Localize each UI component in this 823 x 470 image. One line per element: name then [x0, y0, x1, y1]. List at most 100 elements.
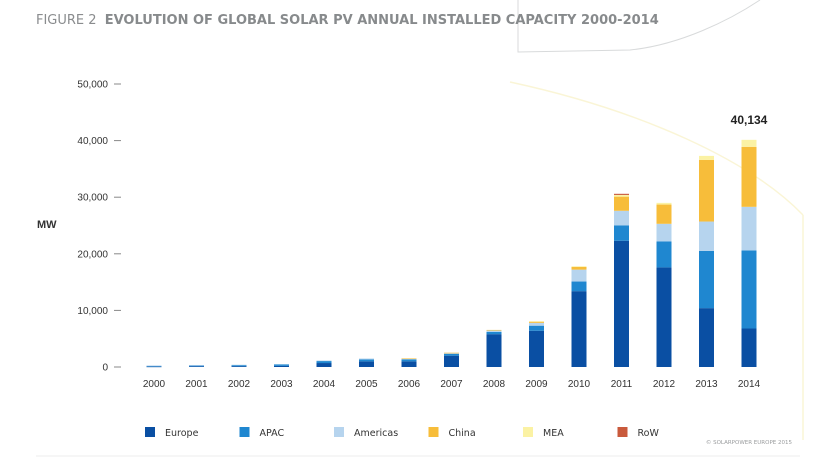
bar-segment-europe-2002 — [231, 366, 247, 367]
x-tick-label: 2005 — [355, 379, 378, 390]
bar-segment-mea-2011 — [614, 194, 629, 197]
x-tick-label: 2012 — [653, 379, 676, 390]
legend-label-mea: MEA — [543, 428, 564, 439]
y-axis-label: MW — [37, 219, 57, 231]
bar-segment-europe-2013 — [699, 308, 714, 367]
bar-segment-americas-2008 — [486, 330, 502, 332]
bar-segment-americas-2003 — [274, 364, 289, 365]
bar-segment-china-2010 — [571, 266, 587, 270]
bar-segment-europe-2001 — [189, 366, 204, 367]
y-tick-label: 10,000 — [77, 306, 108, 317]
legend-label-china: China — [449, 428, 476, 439]
bar-segment-americas-2005 — [359, 358, 374, 360]
figure-label: FIGURE 2 — [36, 13, 97, 28]
bar-segment-apac-2010 — [571, 281, 587, 292]
bar-segment-apac-2005 — [359, 359, 374, 362]
bar-segment-china-2009 — [529, 321, 544, 323]
bar-segment-europe-2003 — [274, 365, 289, 367]
bar-segment-americas-2007 — [444, 352, 459, 354]
x-tick-label: 2003 — [270, 379, 293, 390]
bar-segment-mea-2013 — [699, 155, 714, 160]
bar-segment-apac-2003 — [274, 364, 289, 366]
legend-label-apac: APAC — [260, 428, 285, 439]
copyright-text: © SOLARPOWER EUROPE 2015 — [706, 439, 793, 446]
bars — [146, 139, 757, 368]
x-tick-label: 2007 — [440, 379, 463, 390]
bar-segment-europe-2014 — [741, 328, 757, 367]
bar-segment-europe-2006 — [401, 361, 417, 367]
bar-segment-china-2011 — [614, 196, 629, 211]
bar-segment-americas-2012 — [656, 223, 672, 242]
bar-segment-apac-2004 — [316, 361, 332, 364]
bar-segment-apac-2009 — [529, 325, 544, 331]
bar-segment-europe-2008 — [486, 334, 502, 367]
y-tick-label: 20,000 — [77, 249, 108, 260]
x-tick-label: 2009 — [525, 379, 548, 390]
bar-segment-mea-2010 — [571, 266, 587, 267]
legend: Europe APAC Americas China MEA RoW — [145, 427, 659, 439]
bar-segment-americas-2001 — [189, 365, 204, 366]
bar-segment-china-2007 — [444, 352, 459, 354]
legend-swatch-americas — [334, 427, 344, 437]
x-tick-label: 2001 — [185, 379, 208, 390]
bar-segment-apac-2013 — [699, 250, 714, 309]
bar-segment-europe-2004 — [316, 363, 332, 367]
bar-segment-china-2014 — [741, 146, 757, 207]
bar-segment-europe-2005 — [359, 361, 374, 367]
bar-segment-europe-2011 — [614, 240, 629, 367]
bar-segment-americas-2009 — [529, 322, 544, 326]
legend-swatch-apac — [239, 427, 250, 437]
y-tick-label: 50,000 — [77, 80, 108, 91]
x-tick-label: 2014 — [738, 379, 761, 390]
figure-title: FIGURE 2 EVOLUTION OF GLOBAL SOLAR PV AN… — [36, 13, 659, 28]
annotations: 40,134 — [731, 113, 768, 127]
bar-segment-apac-2008 — [486, 331, 502, 335]
bar-segment-americas-2011 — [614, 210, 629, 226]
x-tick-label: 2006 — [398, 379, 421, 390]
legend-label-row: RoW — [638, 428, 660, 439]
y-tick-label: 0 — [102, 363, 108, 374]
x-tick-label: 2004 — [313, 379, 336, 390]
x-tick-label: 2002 — [228, 379, 251, 390]
bar-segment-china-2006 — [401, 358, 417, 360]
background-decoration — [509, 0, 804, 440]
bar-segment-china-2012 — [656, 204, 672, 224]
legend-swatch-china — [428, 427, 439, 437]
x-axis: 2000 2001 2002 2003 2004 2005 2006 2007 2008 2009… — [143, 379, 761, 390]
total-label-2014: 40,134 — [731, 113, 768, 127]
bar-segment-europe-2009 — [529, 330, 544, 367]
x-tick-label: 2011 — [611, 379, 633, 390]
y-tick-label: 40,000 — [77, 136, 108, 147]
x-tick-label: 2010 — [568, 379, 591, 390]
bar-segment-china-2013 — [699, 159, 714, 222]
legend-swatch-mea — [523, 427, 533, 437]
bar-segment-europe-2012 — [656, 267, 672, 367]
bar-segment-americas-2000 — [146, 365, 162, 367]
bar-segment-apac-2014 — [741, 250, 757, 329]
bar-segment-mea-2014 — [741, 139, 757, 147]
y-axis: 0 10,000 20,000 30,000 40,000 50,000 — [77, 80, 121, 374]
bar-segment-china-2008 — [486, 329, 502, 331]
x-tick-label: 2008 — [483, 379, 506, 390]
bar-segment-apac-2011 — [614, 225, 629, 241]
y-tick-label: 30,000 — [77, 193, 108, 204]
bar-segment-apac-2007 — [444, 353, 459, 356]
bar-segment-europe-2000 — [146, 366, 162, 368]
bar-segment-europe-2007 — [444, 355, 459, 367]
bar-segment-americas-2002 — [231, 364, 247, 366]
bar-segment-europe-2010 — [571, 291, 587, 367]
bar-segment-mea-2012 — [656, 202, 672, 205]
bar-segment-apac-2006 — [401, 359, 417, 362]
bar-segment-row-2011 — [614, 193, 629, 195]
legend-label-americas: Americas — [354, 428, 398, 439]
bar-segment-americas-2014 — [741, 206, 757, 251]
bar-segment-apac-2002 — [231, 365, 247, 367]
legend-label-europe: Europe — [165, 428, 199, 439]
legend-swatch-row — [617, 427, 628, 437]
background-arc-right — [517, 0, 761, 53]
bar-segment-mea-2009 — [529, 321, 544, 322]
bar-segment-americas-2013 — [699, 221, 714, 251]
x-tick-label: 2013 — [695, 379, 718, 390]
